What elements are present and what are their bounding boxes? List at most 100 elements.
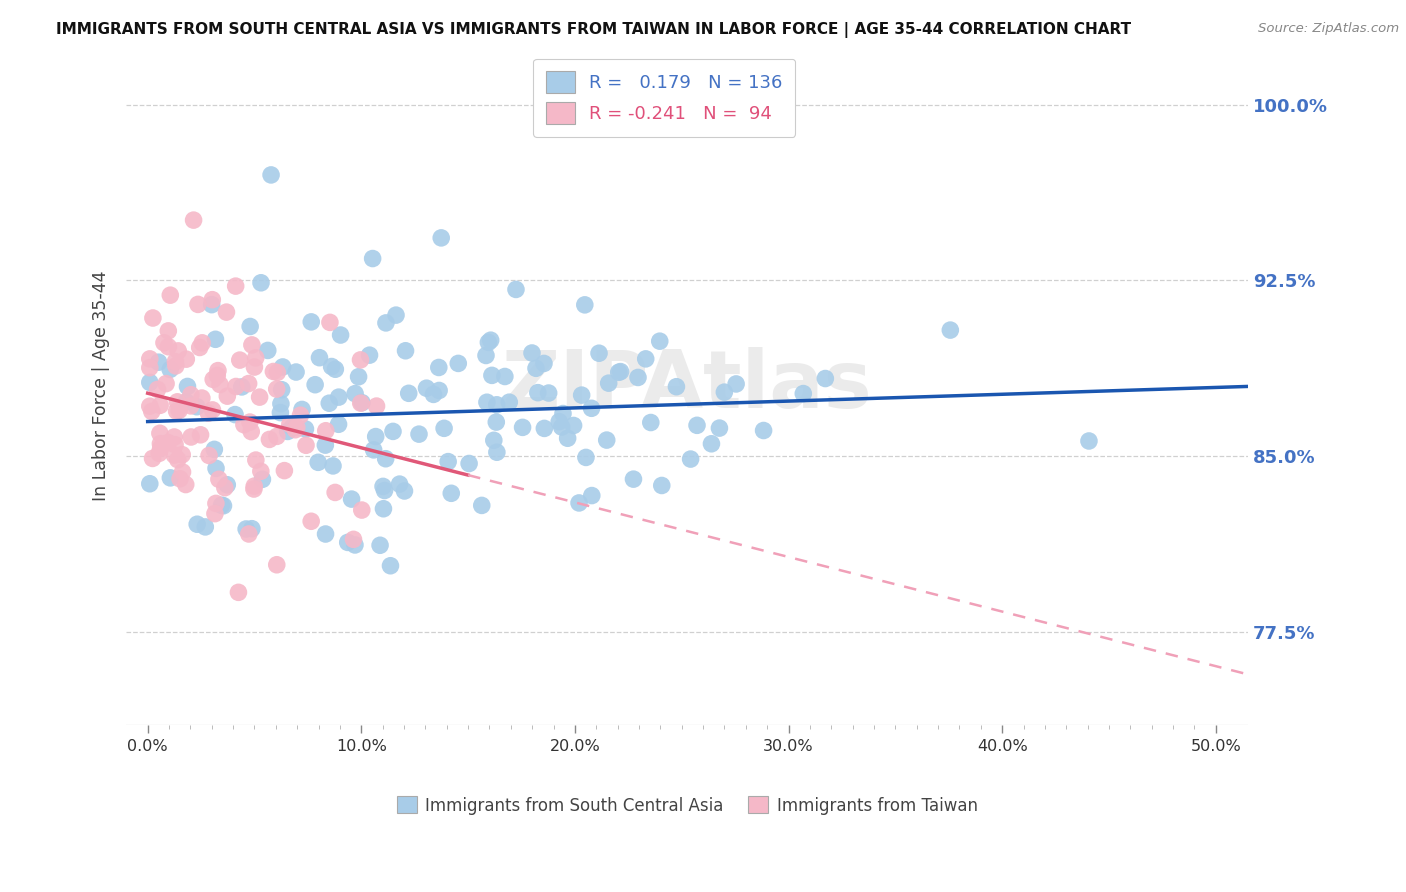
Point xyxy=(291,402,314,417)
Point xyxy=(363,442,385,457)
Point xyxy=(187,297,209,311)
Point xyxy=(359,348,381,362)
Point xyxy=(475,395,498,409)
Point xyxy=(598,376,620,391)
Point xyxy=(191,391,214,405)
Point xyxy=(204,332,226,346)
Point xyxy=(366,399,388,413)
Point xyxy=(623,472,645,486)
Point xyxy=(581,489,603,503)
Point xyxy=(190,427,212,442)
Point xyxy=(149,441,172,455)
Point xyxy=(155,376,177,391)
Point xyxy=(679,452,702,467)
Point xyxy=(361,252,384,266)
Point xyxy=(533,421,555,435)
Point xyxy=(364,429,387,443)
Point xyxy=(238,527,260,541)
Point xyxy=(141,404,163,418)
Point xyxy=(596,433,619,447)
Point xyxy=(157,435,180,450)
Point xyxy=(290,409,312,423)
Point xyxy=(225,279,247,293)
Point xyxy=(651,478,673,492)
Point xyxy=(437,455,460,469)
Point xyxy=(166,394,188,409)
Point xyxy=(202,442,225,457)
Point xyxy=(174,395,197,409)
Point xyxy=(550,420,572,434)
Point xyxy=(141,451,163,466)
Point xyxy=(299,514,322,528)
Point xyxy=(318,396,340,410)
Point xyxy=(433,421,456,435)
Point xyxy=(498,395,520,409)
Point xyxy=(239,319,262,334)
Point xyxy=(229,353,252,368)
Point xyxy=(939,323,962,337)
Point xyxy=(430,231,453,245)
Point xyxy=(225,379,247,393)
Point xyxy=(285,365,308,379)
Point xyxy=(266,558,288,572)
Point xyxy=(174,477,197,491)
Point xyxy=(344,386,367,401)
Point xyxy=(208,377,231,392)
Point xyxy=(323,485,346,500)
Point xyxy=(271,359,294,374)
Point xyxy=(228,585,250,599)
Text: Source: ZipAtlas.com: Source: ZipAtlas.com xyxy=(1258,22,1399,36)
Point xyxy=(240,425,263,439)
Point xyxy=(527,385,550,400)
Point xyxy=(285,420,308,434)
Point xyxy=(208,472,231,486)
Point xyxy=(314,438,336,452)
Point xyxy=(166,452,188,467)
Point xyxy=(149,436,172,450)
Point xyxy=(481,368,503,383)
Point xyxy=(252,472,274,486)
Point xyxy=(256,343,278,358)
Point xyxy=(350,395,373,409)
Point xyxy=(458,457,481,471)
Point xyxy=(336,535,359,549)
Point xyxy=(479,333,502,347)
Point xyxy=(235,522,257,536)
Point xyxy=(371,479,394,493)
Point xyxy=(485,445,508,459)
Point xyxy=(205,496,228,510)
Point xyxy=(240,522,263,536)
Point xyxy=(259,433,281,447)
Point xyxy=(374,316,396,330)
Point xyxy=(380,558,402,573)
Point xyxy=(266,366,288,380)
Point xyxy=(172,465,194,479)
Point xyxy=(752,424,775,438)
Point xyxy=(551,407,574,421)
Point xyxy=(278,417,301,432)
Point xyxy=(186,400,208,414)
Point xyxy=(648,334,671,348)
Point xyxy=(394,483,416,498)
Point xyxy=(153,335,176,350)
Point xyxy=(163,448,186,462)
Point xyxy=(485,415,508,429)
Point xyxy=(197,406,219,420)
Point xyxy=(627,370,650,384)
Point xyxy=(167,343,190,358)
Point xyxy=(308,351,330,365)
Point xyxy=(471,499,494,513)
Point xyxy=(163,430,186,444)
Point xyxy=(245,453,267,467)
Point xyxy=(394,343,416,358)
Point xyxy=(166,404,188,418)
Point xyxy=(505,282,527,296)
Point xyxy=(373,501,395,516)
Point xyxy=(212,499,235,513)
Point xyxy=(537,386,560,401)
Point xyxy=(475,349,498,363)
Point xyxy=(214,481,236,495)
Point xyxy=(524,361,547,376)
Point xyxy=(139,351,162,366)
Point xyxy=(249,390,271,404)
